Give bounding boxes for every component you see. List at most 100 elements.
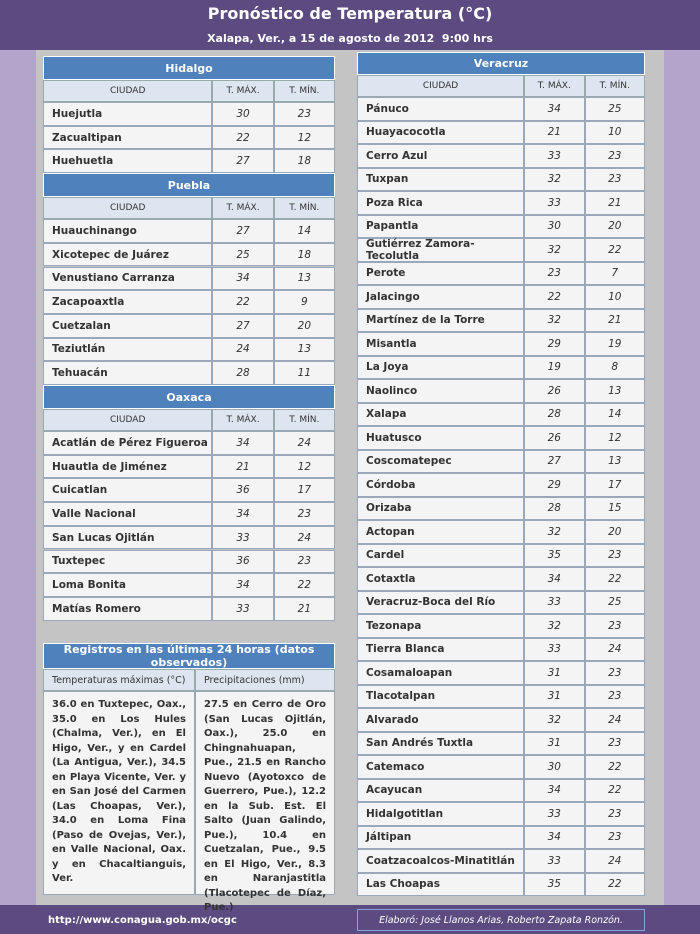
city: Acatlán de Pérez Figueroa [43, 431, 213, 455]
city: Cardel [357, 543, 525, 567]
city: Veracruz-Boca del Río [357, 590, 525, 614]
temperature: 13 [584, 449, 645, 473]
city: Martínez de la Torre [357, 308, 525, 332]
temperature: 9 [273, 290, 335, 314]
temperature: 27 [212, 149, 274, 174]
city: Venustiano Carranza [43, 266, 213, 291]
city: La Joya [357, 355, 525, 379]
temperature: 10 [584, 120, 645, 144]
temperature: 34 [212, 502, 274, 526]
temperature: 33 [524, 637, 585, 661]
temperature: 33 [524, 802, 585, 826]
footer-credits: Elaboró: José Llanos Arias, Roberto Zapa… [357, 909, 645, 931]
city: Cuetzalan [43, 313, 213, 338]
temperature: 12 [273, 125, 335, 150]
records-title: Registros en las últimas 24 horas (datos… [43, 643, 335, 669]
temperature: 19 [584, 332, 645, 356]
city: Acayucan [357, 778, 525, 802]
temperature: 24 [584, 708, 645, 732]
temperature: 24 [584, 849, 645, 873]
records-text: 36.0 en Tuxtepec, Oax., 35.0 en Los Hule… [43, 691, 195, 895]
city: Tezonapa [357, 614, 525, 638]
city: Pánuco [357, 97, 525, 121]
city: Cotaxtla [357, 567, 525, 591]
temperature: 21 [584, 191, 645, 215]
column-header: T. MÁX. [212, 409, 274, 431]
temperature: 12 [273, 454, 335, 479]
temperature: 29 [524, 332, 585, 356]
temperature: 24 [273, 431, 335, 455]
city: Cuicatlan [43, 478, 213, 503]
temperature: 20 [273, 313, 335, 338]
city: Huatusco [357, 426, 525, 450]
temperature: 30 [524, 214, 585, 238]
column-header: T. MÍN. [273, 80, 335, 102]
temperature: 32 [524, 614, 585, 638]
city: Perote [357, 261, 525, 285]
temperature: 33 [524, 849, 585, 873]
temperature: 12 [584, 426, 645, 450]
city: Poza Rica [357, 191, 525, 215]
column-header: T. MÁX. [524, 75, 585, 97]
temperature: 34 [212, 573, 274, 597]
temperature: 20 [584, 214, 645, 238]
temperature: 22 [584, 238, 645, 262]
temperature: 11 [273, 361, 335, 385]
city: Tuxpan [357, 167, 525, 191]
temperature: 34 [212, 431, 274, 455]
temperature: 23 [273, 549, 335, 574]
city: Gutiérrez Zamora-Tecolutla [357, 238, 525, 262]
temperature: 18 [273, 242, 335, 267]
temperature: 36 [212, 478, 274, 503]
city: Huayacocotla [357, 120, 525, 144]
temperature: 33 [524, 144, 585, 168]
temperature: 33 [524, 590, 585, 614]
title: Pronóstico de Temperatura (°C) [207, 4, 493, 23]
temperature: 22 [212, 125, 274, 150]
temperature: 22 [273, 573, 335, 597]
footer-url: http://www.conagua.gob.mx/ocgc [48, 915, 237, 926]
column-header: T. MÍN. [273, 409, 335, 431]
column-header: CIUDAD [43, 197, 213, 220]
column-header: CIUDAD [43, 80, 213, 102]
temperature: 23 [584, 543, 645, 567]
temperature: 23 [584, 144, 645, 168]
temperature: 19 [524, 355, 585, 379]
city: Huejutla [43, 102, 213, 126]
temperature: 21 [273, 596, 335, 621]
column-header: T. MÍN. [273, 197, 335, 220]
temperature: 27 [212, 219, 274, 243]
city: Tierra Blanca [357, 637, 525, 661]
section-header: Oaxaca [43, 385, 335, 409]
temperature: 24 [273, 525, 335, 550]
temperature: 28 [524, 402, 585, 426]
records-text: 27.5 en Cerro de Oro (San Lucas Ojitlán,… [195, 691, 335, 913]
temperature: 32 [524, 308, 585, 332]
temperature: 22 [584, 567, 645, 591]
temperature: 15 [584, 496, 645, 520]
temperature: 24 [212, 337, 274, 362]
temperature: 20 [584, 520, 645, 544]
city: San Lucas Ojitlán [43, 525, 213, 550]
column-header: CIUDAD [357, 75, 525, 97]
temperature: 26 [524, 426, 585, 450]
city: Huauchinango [43, 219, 213, 243]
temperature: 23 [273, 102, 335, 126]
city: Zacapoaxtla [43, 290, 213, 314]
temperature: 23 [584, 731, 645, 755]
temperature: 34 [524, 567, 585, 591]
header-band [0, 0, 700, 50]
city: Actopan [357, 520, 525, 544]
temperature: 30 [524, 755, 585, 779]
records-header: Precipitaciones (mm) [195, 669, 335, 691]
temperature: 28 [212, 361, 274, 385]
city: Alvarado [357, 708, 525, 732]
temperature: 36 [212, 549, 274, 574]
temperature: 17 [584, 473, 645, 497]
temperature: 31 [524, 661, 585, 685]
section-header: Hidalgo [43, 56, 335, 80]
city: Teziutlán [43, 337, 213, 362]
city: Jáltipan [357, 825, 525, 849]
temperature: 33 [212, 525, 274, 550]
